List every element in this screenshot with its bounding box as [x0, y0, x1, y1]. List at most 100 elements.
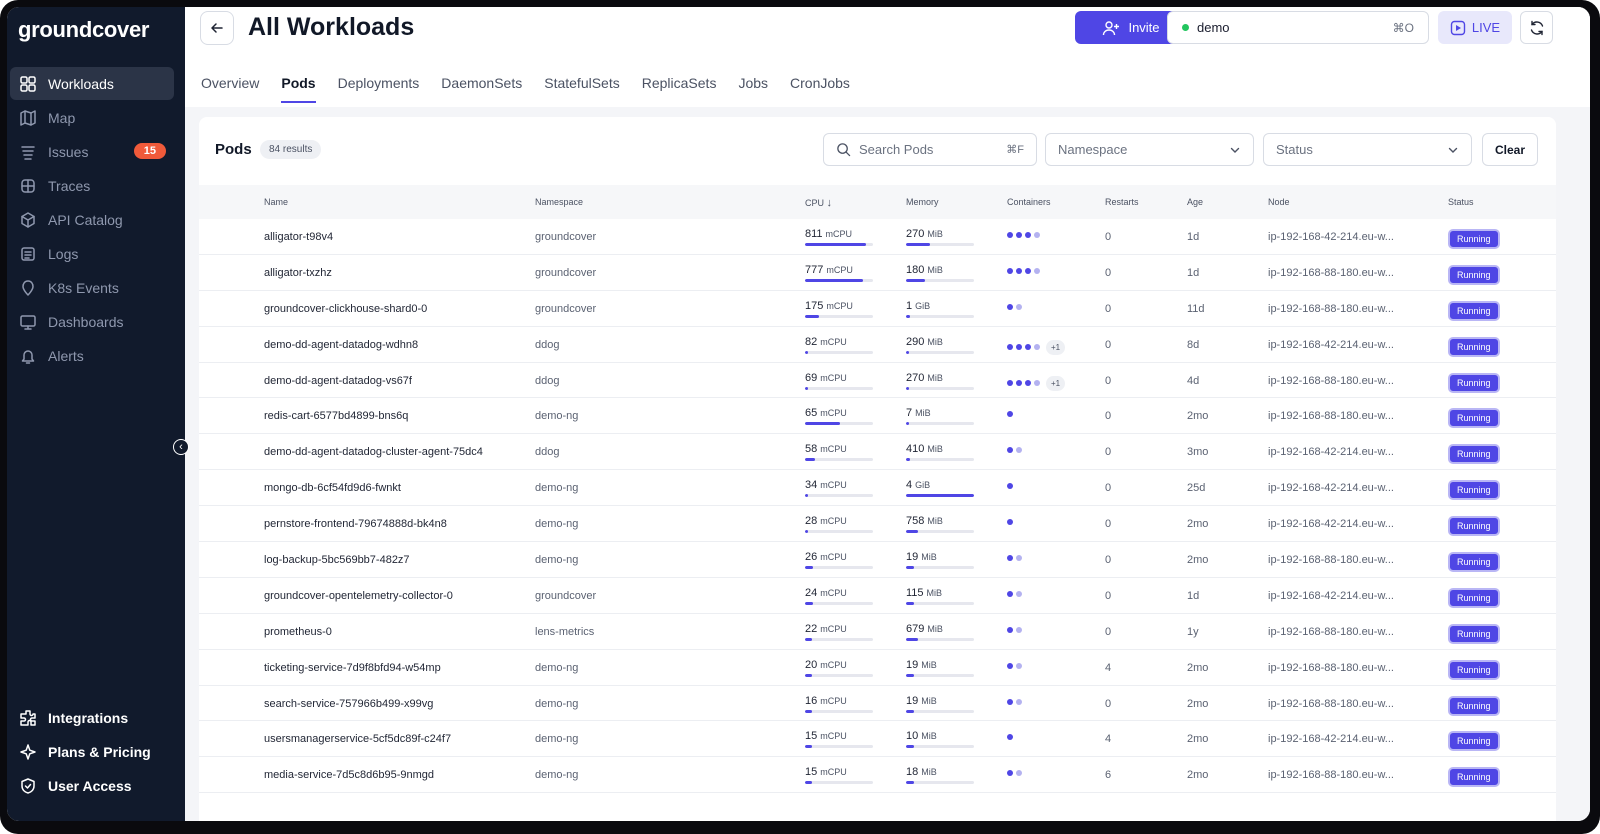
pod-node: ip-192-168-88-180.eu-w...	[1268, 410, 1394, 423]
cpu-metric: 15 mCPU	[805, 730, 873, 749]
pod-name[interactable]: groundcover-clickhouse-shard0-0	[264, 302, 428, 315]
memory-bar	[906, 530, 974, 534]
alerts-icon	[21, 349, 35, 364]
column-containers[interactable]: Containers	[1007, 197, 1051, 207]
cpu-metric: 58 mCPU	[805, 443, 873, 462]
refresh-button[interactable]	[1520, 11, 1553, 44]
status-dropdown[interactable]: Status	[1263, 133, 1472, 166]
tab-daemonsets[interactable]: DaemonSets	[441, 75, 523, 91]
pod-name[interactable]: groundcover-opentelemetry-collector-0	[264, 589, 453, 602]
tab-statefulsets[interactable]: StatefulSets	[544, 75, 620, 91]
sidebar-item-alerts[interactable]: Alerts	[10, 339, 174, 372]
containers-indicator	[1007, 555, 1022, 562]
chevron-down-icon	[1230, 147, 1240, 153]
table-row[interactable]: prometheus-0 lens-metrics 22 mCPU 679 MiB 0 1y i…	[199, 614, 1556, 650]
pod-namespace: groundcover	[535, 231, 597, 243]
column-name[interactable]: Name	[264, 197, 289, 207]
collapse-sidebar-button[interactable]: ‹	[173, 439, 189, 455]
cpu-bar	[805, 637, 873, 641]
memory-metric: 19 MiB	[906, 695, 974, 713]
live-button[interactable]: LIVE	[1438, 11, 1512, 44]
cpu-unit: mCPU	[820, 623, 847, 634]
cpu-unit: mCPU	[820, 336, 847, 347]
sidebar-item-logs[interactable]: Logs	[10, 237, 174, 270]
memory-unit: MiB	[915, 408, 931, 419]
pod-name[interactable]: demo-dd-agent-datadog-vs67f	[264, 374, 412, 387]
cpu-unit: mCPU	[826, 300, 853, 311]
table-row[interactable]: search-service-757966b499-x99vg demo-ng 16…	[199, 686, 1556, 722]
search-pods-input[interactable]: Search Pods ⌘F	[823, 133, 1037, 166]
pod-name[interactable]: media-service-7d5c8d6b95-9nmgd	[264, 769, 434, 782]
table-row[interactable]: demo-dd-agent-datadog-vs67f ddog 69 mCPU 270…	[199, 363, 1556, 399]
column-memory[interactable]: Memory	[906, 197, 939, 207]
tab-pods[interactable]: Pods	[281, 73, 316, 103]
results-count-badge: 84 results	[260, 140, 322, 159]
memory-value: 19	[906, 658, 919, 671]
table-row[interactable]: ticketing-service-7d9f8bfd94-w54mp demo-n…	[199, 650, 1556, 686]
table-row[interactable]: groundcover-clickhouse-shard0-0 groundcov…	[199, 291, 1556, 327]
pod-name[interactable]: demo-dd-agent-datadog-cluster-agent-75dc…	[264, 446, 483, 459]
table-row[interactable]: groundcover-opentelemetry-collector-0 gro…	[199, 578, 1556, 614]
pod-name[interactable]: log-backup-5bc569bb7-482z7	[264, 554, 410, 567]
container-dot	[1016, 380, 1022, 387]
cpu-bar	[805, 494, 873, 498]
memory-value: 180	[906, 263, 925, 276]
brand-logo[interactable]: groundcover	[18, 17, 150, 42]
sidebar-item-map[interactable]: Map	[10, 101, 174, 134]
table-row[interactable]: redis-cart-6577bd4899-bns6q demo-ng 65 mCPU…	[199, 398, 1556, 435]
column-age[interactable]: Age	[1187, 197, 1204, 207]
pods-card: Pods 84 results Search Pods ⌘F Namespace…	[199, 117, 1556, 821]
sidebar-item-plans-pricing[interactable]: Plans & Pricing	[10, 735, 174, 768]
pod-name[interactable]: ticketing-service-7d9f8bfd94-w54mp	[264, 661, 441, 674]
column-node[interactable]: Node	[1268, 197, 1290, 207]
column-status[interactable]: Status	[1448, 197, 1474, 207]
tab-cronjobs[interactable]: CronJobs	[790, 75, 850, 91]
pod-name[interactable]: alligator-txzhz	[264, 266, 332, 279]
clear-filters-button[interactable]: Clear	[1482, 133, 1538, 166]
pod-age: 2mo	[1187, 554, 1209, 567]
memory-bar-fill	[906, 673, 915, 677]
pod-name[interactable]: redis-cart-6577bd4899-bns6q	[264, 410, 409, 423]
pod-name[interactable]: pernstore-frontend-79674888d-bk4n8	[264, 518, 447, 531]
table-row[interactable]: log-backup-5bc569bb7-482z7 demo-ng 26 mCPU 1…	[199, 542, 1556, 578]
sidebar-item-api-catalog[interactable]: API Catalog	[10, 203, 174, 236]
status-badge: Running	[1448, 300, 1500, 321]
column-restarts[interactable]: Restarts	[1105, 197, 1139, 207]
sidebar-item-issues[interactable]: Issues 15	[10, 135, 174, 168]
table-row[interactable]: alligator-txzhz groundcover 777 mCPU 180 MiB 0…	[199, 255, 1556, 291]
cpu-bar-fill	[805, 350, 809, 354]
sidebar-item-traces[interactable]: Traces	[10, 169, 174, 202]
table-row[interactable]: usersmanagerservice-5cf5dc89f-c24f7 demo-…	[199, 721, 1556, 758]
tab-deployments[interactable]: Deployments	[337, 75, 420, 91]
sidebar-item-dashboards[interactable]: Dashboards	[10, 305, 174, 338]
table-row[interactable]: demo-dd-agent-datadog-cluster-agent-75dc…	[199, 434, 1556, 471]
back-button[interactable]	[200, 11, 234, 45]
sidebar-item-integrations[interactable]: Integrations	[10, 701, 174, 734]
environment-selector[interactable]: demo ⌘O	[1167, 11, 1429, 44]
pod-name[interactable]: prometheus-0	[264, 625, 332, 638]
pod-restarts: 4	[1105, 733, 1112, 746]
tab-overview[interactable]: Overview	[201, 75, 260, 91]
tab-replicasets[interactable]: ReplicaSets	[641, 75, 717, 91]
pod-name[interactable]: demo-dd-agent-datadog-wdhn8	[264, 338, 419, 351]
sidebar-item-workloads[interactable]: Workloads	[10, 67, 174, 100]
table-row[interactable]: demo-dd-agent-datadog-wdhn8 ddog 82 mCPU 290…	[199, 327, 1556, 363]
sidebar-item-user-access[interactable]: User Access	[10, 769, 174, 802]
pod-name[interactable]: usersmanagerservice-5cf5dc89f-c24f7	[264, 733, 452, 746]
pod-restarts: 0	[1105, 302, 1112, 315]
env-shortcut: ⌘O	[1392, 20, 1414, 35]
pod-name[interactable]: mongo-db-6cf54fd9d6-fwnkt	[264, 482, 401, 495]
column-namespace[interactable]: Namespace	[535, 197, 584, 207]
sidebar-item-k8s-events[interactable]: K8s Events	[10, 271, 174, 304]
tab-jobs[interactable]: Jobs	[738, 75, 769, 91]
cpu-bar-fill	[805, 601, 814, 605]
namespace-dropdown[interactable]: Namespace	[1045, 133, 1254, 166]
table-row[interactable]: media-service-7d5c8d6b95-9nmgd demo-ng 15 m…	[199, 757, 1556, 794]
pod-name[interactable]: search-service-757966b499-x99vg	[264, 697, 434, 710]
pod-restarts: 0	[1105, 697, 1112, 710]
pod-name[interactable]: alligator-t98v4	[264, 231, 334, 243]
table-row[interactable]: mongo-db-6cf54fd9d6-fwnkt demo-ng 34 mCPU 4 G…	[199, 470, 1556, 507]
table-row[interactable]: alligator-t98v4 groundcover 811 mCPU 270 MiB 0…	[199, 219, 1556, 255]
table-row[interactable]: pernstore-frontend-79674888d-bk4n8 demo-n…	[199, 506, 1556, 543]
column-cpu[interactable]: CPU ↓	[805, 197, 832, 209]
